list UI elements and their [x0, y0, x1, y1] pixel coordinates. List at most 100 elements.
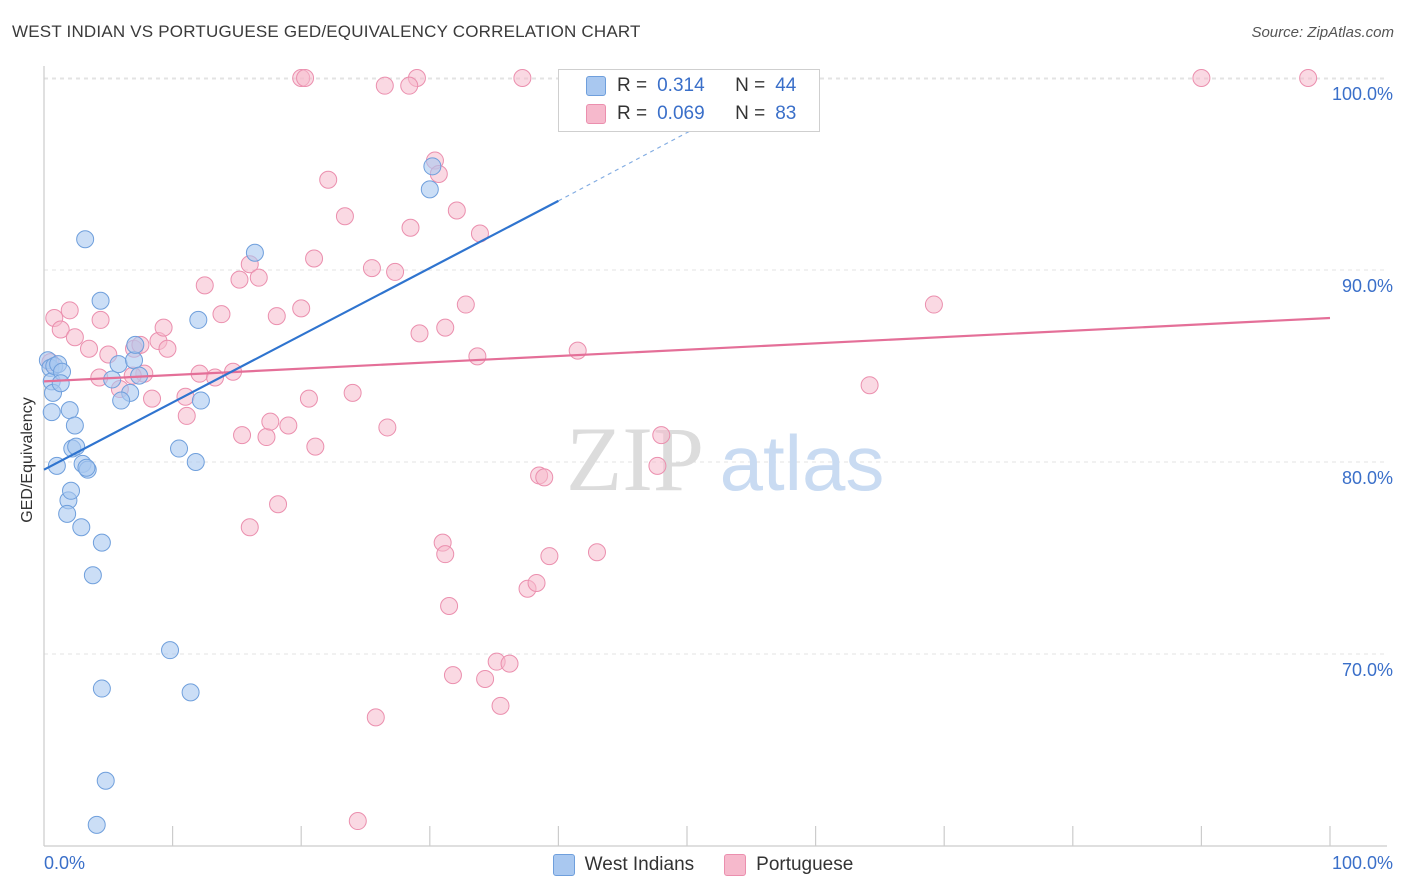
n-value: 44 [775, 75, 797, 96]
data-point-portuguese [1192, 69, 1211, 87]
data-point-portuguese [447, 201, 466, 220]
y-tick-label: 100.0% [1332, 84, 1393, 104]
source-label: Source: ZipAtlas.com [1251, 24, 1394, 41]
data-point-portuguese [440, 597, 459, 615]
zipatlas-watermark: ZIP atlas [566, 408, 884, 510]
data-point-west-indians [60, 401, 79, 420]
n-value: 83 [775, 103, 797, 124]
data-point-portuguese [401, 218, 420, 237]
data-point-portuguese [65, 328, 84, 347]
x-tick-label: 100.0% [1332, 853, 1393, 873]
n-label: N = [735, 103, 766, 124]
data-point-portuguese [456, 295, 475, 314]
y-tick-label: 90.0% [1342, 276, 1393, 296]
data-point-portuguese [860, 376, 879, 395]
r-label: R = [617, 75, 648, 96]
data-point-west-indians [77, 458, 96, 477]
data-point-portuguese [652, 426, 671, 445]
y-tick-label: 80.0% [1342, 468, 1393, 488]
legend-label: West Indians [584, 854, 695, 875]
data-point-west-indians [245, 243, 264, 262]
data-point-portuguese [400, 76, 419, 95]
data-point-portuguese [587, 543, 606, 562]
data-point-portuguese [491, 696, 510, 715]
legend-item-west-indians: West Indians [552, 854, 695, 876]
data-point-west-indians [186, 453, 205, 471]
data-point-portuguese [279, 416, 298, 435]
trend-line-portuguese [43, 316, 1331, 383]
data-point-portuguese [343, 383, 362, 402]
series-west-indians-points [38, 157, 442, 834]
data-point-portuguese [443, 666, 462, 685]
data-point-portuguese [306, 437, 325, 456]
west-indians-swatch [586, 76, 606, 96]
portuguese-swatch [724, 854, 747, 876]
data-point-portuguese [257, 428, 276, 447]
legend-item-portuguese: Portuguese [724, 854, 853, 876]
west-indians-swatch [552, 854, 575, 876]
data-point-portuguese [80, 339, 99, 358]
data-point-portuguese [240, 518, 259, 537]
data-point-west-indians [191, 391, 210, 410]
data-point-west-indians [170, 439, 189, 458]
r-value: 0.069 [657, 103, 705, 124]
grid-lines [44, 77, 1387, 655]
data-point-portuguese [212, 305, 231, 324]
data-point-portuguese [158, 339, 177, 358]
data-point-portuguese [267, 307, 286, 326]
data-point-portuguese [292, 299, 311, 318]
data-point-west-indians [125, 351, 144, 370]
data-point-west-indians [58, 504, 77, 523]
data-point-portuguese [476, 669, 495, 688]
data-point-portuguese [436, 318, 455, 337]
stats-legend: R = 0.314 N = 44 R = 0.069 N = 83 [558, 69, 820, 132]
r-value: 0.314 [657, 75, 705, 96]
axes [43, 66, 1387, 847]
data-point-portuguese [527, 573, 546, 592]
legend-row-portuguese: R = 0.069 N = 83 [586, 101, 797, 127]
data-point-west-indians [109, 355, 128, 374]
data-point-west-indians [420, 180, 439, 199]
data-point-west-indians [72, 518, 91, 537]
data-point-west-indians [92, 679, 111, 698]
data-point-west-indians [51, 374, 70, 393]
data-point-portuguese [386, 262, 405, 281]
data-point-west-indians [103, 370, 122, 389]
data-point-west-indians [189, 310, 208, 329]
n-label: N = [735, 75, 766, 96]
data-point-west-indians [62, 481, 81, 500]
data-point-portuguese [348, 812, 367, 831]
data-point-portuguese [177, 406, 196, 425]
data-point-west-indians [76, 230, 95, 249]
data-point-portuguese [410, 324, 429, 343]
data-point-west-indians [83, 566, 102, 585]
data-point-west-indians [423, 157, 442, 176]
data-point-portuguese [269, 495, 288, 514]
watermark-zip: ZIP [566, 408, 704, 510]
data-point-portuguese [143, 389, 162, 408]
data-point-west-indians [161, 641, 180, 660]
series-portuguese-points [41, 69, 1318, 831]
data-point-west-indians [96, 771, 115, 790]
data-point-portuguese [366, 708, 385, 727]
x-tick-label: 0.0% [44, 853, 85, 873]
data-point-west-indians [87, 815, 106, 834]
data-point-portuguese [195, 276, 214, 295]
data-point-portuguese [233, 426, 252, 445]
y-axis-label: GED/Equivalency [19, 397, 36, 523]
data-point-portuguese [924, 295, 943, 314]
data-point-portuguese [305, 249, 324, 268]
y-tick-label: 70.0% [1342, 660, 1393, 680]
data-point-portuguese [500, 654, 519, 673]
data-point-portuguese [436, 545, 455, 564]
data-point-portuguese [60, 301, 79, 320]
data-point-portuguese [362, 259, 381, 278]
data-point-portuguese [91, 310, 110, 329]
data-point-portuguese [540, 547, 559, 566]
data-point-west-indians [112, 391, 131, 410]
data-point-west-indians [92, 533, 111, 552]
data-point-west-indians [126, 335, 145, 354]
r-label: R = [617, 103, 648, 124]
data-point-portuguese [230, 270, 249, 289]
